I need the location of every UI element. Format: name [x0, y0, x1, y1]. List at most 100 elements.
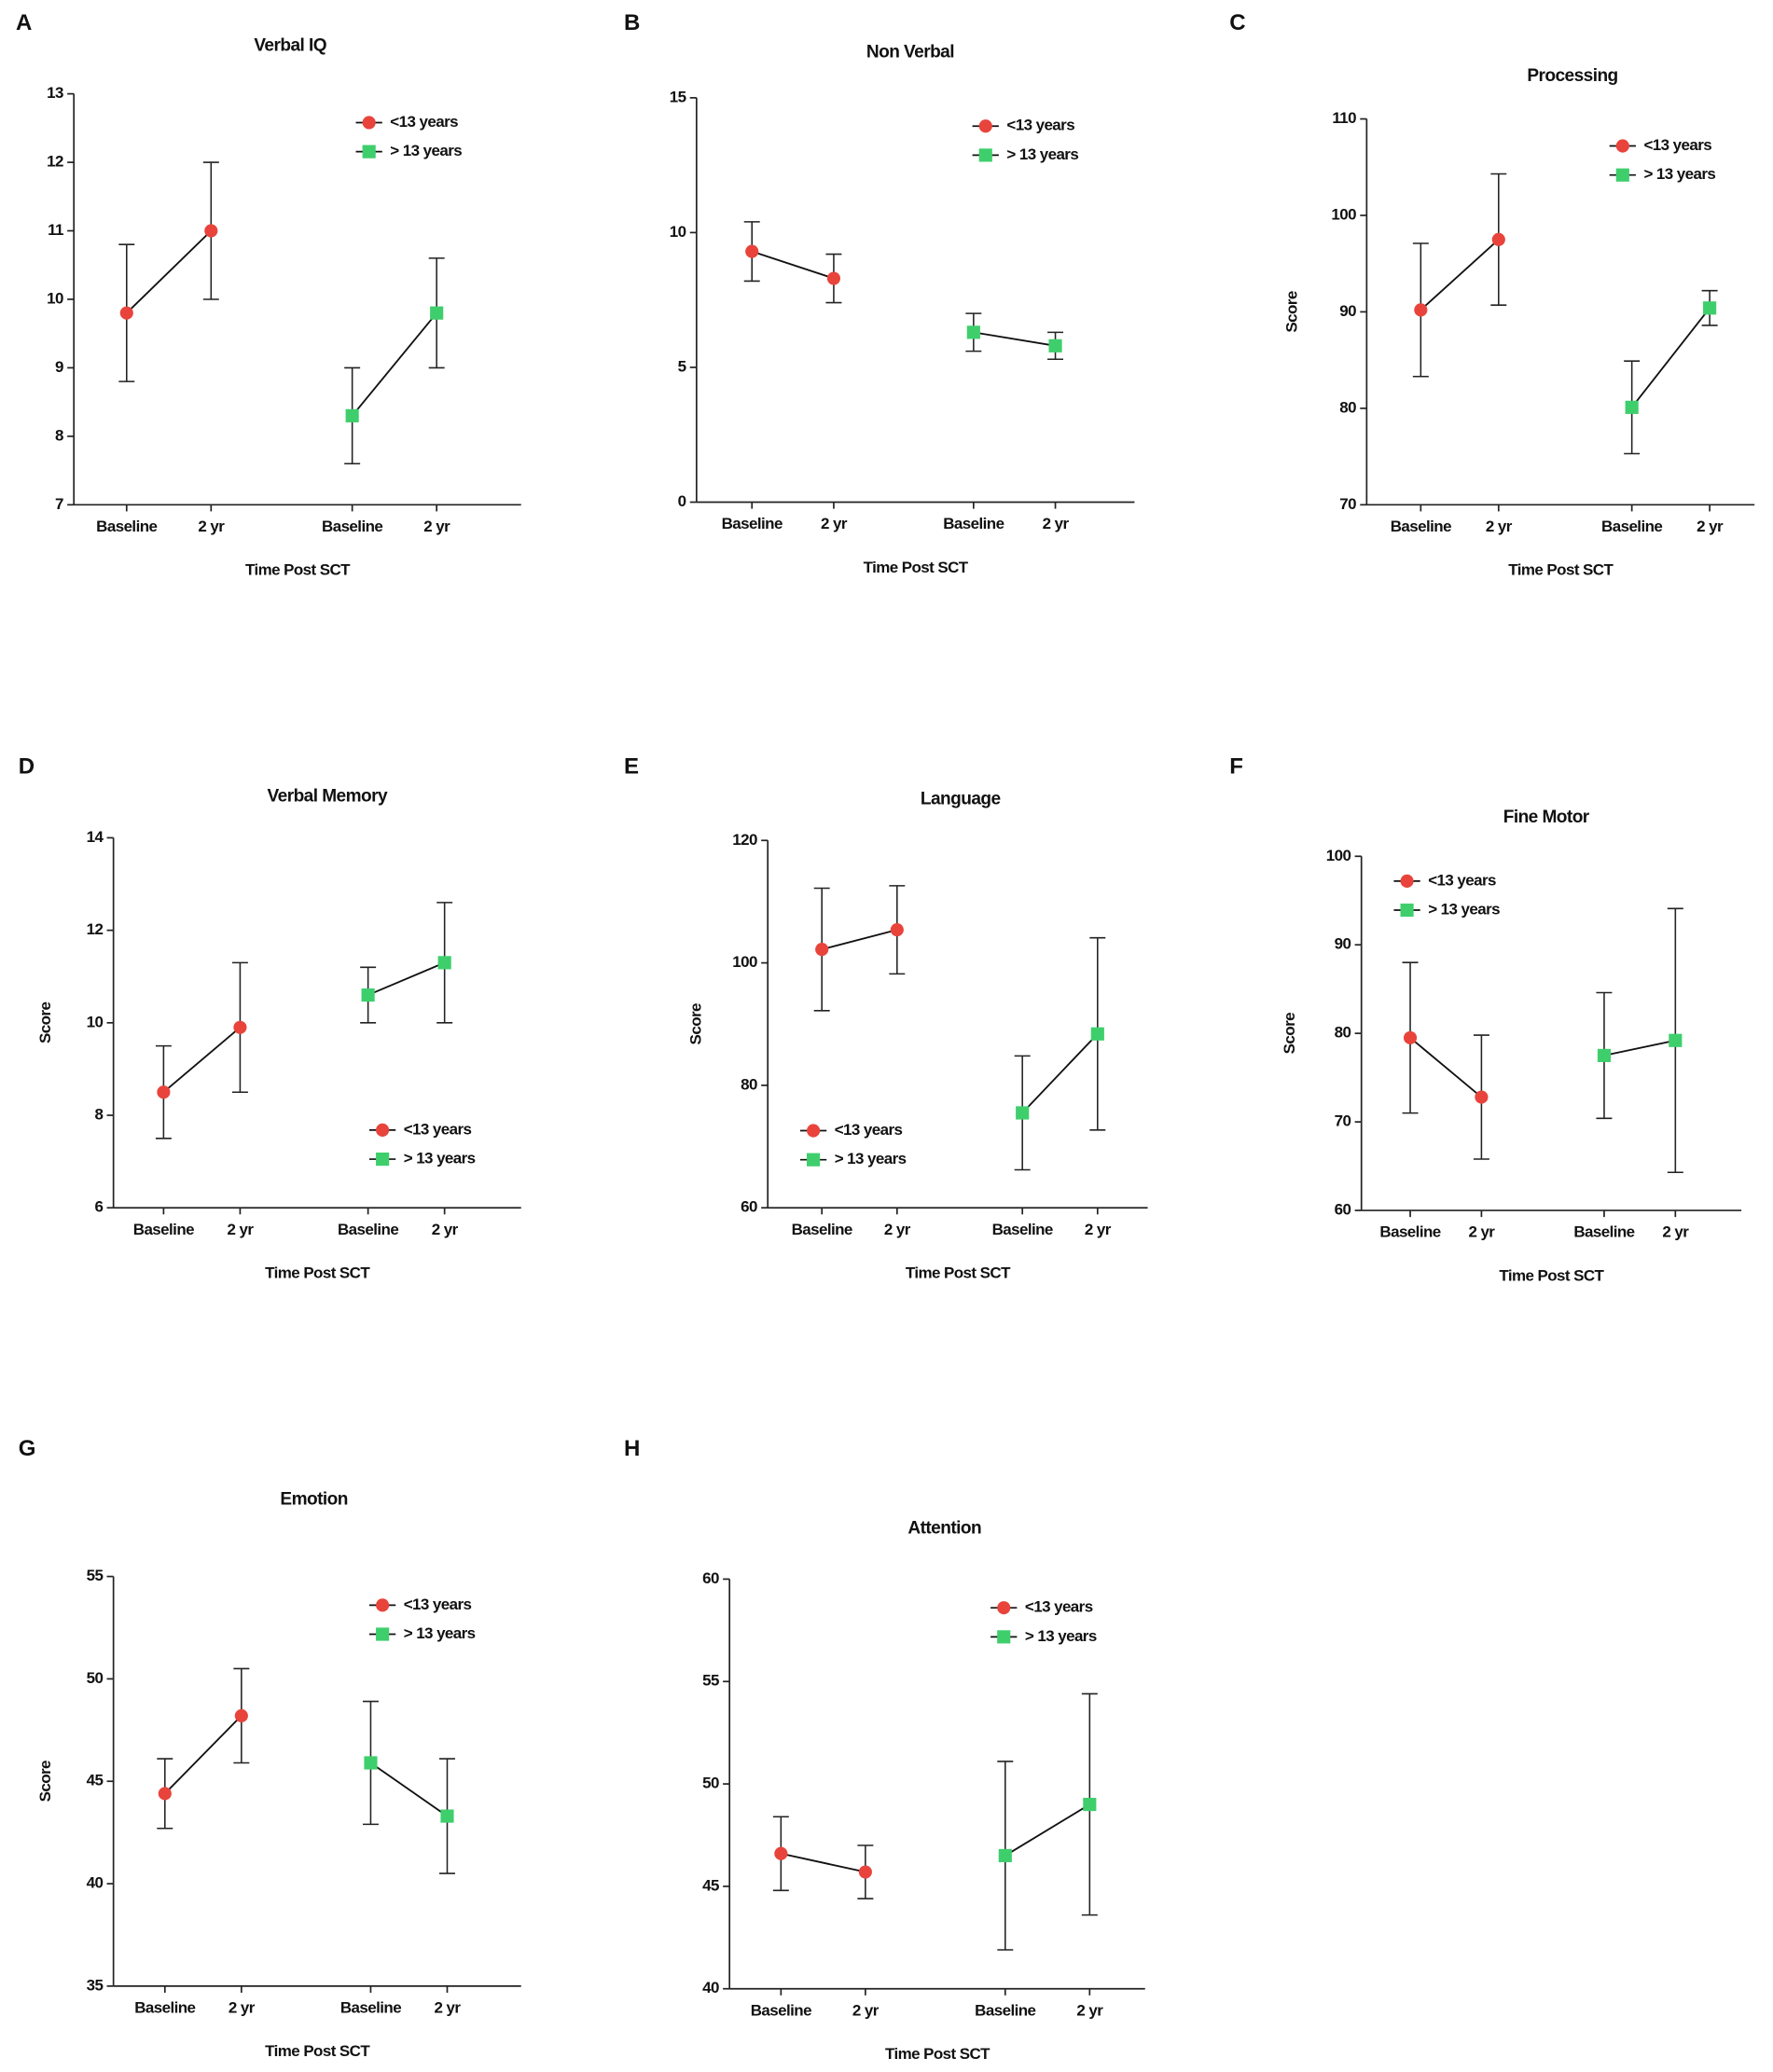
series-line — [369, 1761, 449, 1817]
legend-marker — [1400, 903, 1414, 918]
y-tick-label: 7 — [55, 495, 63, 513]
legend-label: <13 years — [1643, 136, 1711, 154]
legend-label: > 13 years — [404, 1624, 476, 1642]
point — [440, 1809, 454, 1823]
y-tick-label: 80 — [741, 1075, 757, 1093]
legend-marker — [978, 148, 992, 162]
panel-label: G — [19, 1436, 36, 1461]
y-tick-label: 60 — [702, 1569, 719, 1587]
point — [966, 325, 980, 339]
y-tick-label: 8 — [94, 1106, 103, 1124]
point — [1669, 1033, 1683, 1047]
x-tick-label: Baseline — [96, 518, 157, 535]
y-tick-label: 120 — [732, 831, 757, 849]
y-tick-label: 0 — [678, 492, 686, 510]
y-tick-label: 13 — [47, 84, 63, 102]
legend-marker — [362, 145, 376, 159]
series-line — [1420, 239, 1500, 311]
legend-label: > 13 years — [835, 1150, 907, 1167]
point — [364, 1756, 378, 1770]
point — [815, 943, 829, 957]
chart-title: Verbal IQ — [254, 36, 326, 56]
series-line — [126, 229, 212, 314]
legend-marker — [978, 119, 992, 133]
panel-label: D — [19, 754, 35, 780]
y-tick-label: 40 — [87, 1874, 104, 1892]
y-axis-label: Score — [686, 1003, 704, 1045]
x-tick-label: Baseline — [792, 1221, 852, 1238]
series-line — [1409, 1037, 1482, 1098]
x-tick-label: Baseline — [338, 1221, 398, 1238]
legend-label: <13 years — [1006, 117, 1074, 134]
point — [1016, 1106, 1030, 1120]
y-tick-label: 35 — [87, 1976, 104, 1994]
y-axis-label: Score — [1281, 1013, 1298, 1055]
point — [204, 224, 218, 238]
y-tick-label: 110 — [1332, 109, 1356, 127]
x-tick-label: Baseline — [322, 518, 382, 535]
x-tick-label: 2 yr — [821, 515, 848, 532]
y-tick-label: 12 — [87, 920, 104, 938]
point — [1414, 303, 1428, 317]
legend-marker — [376, 1152, 390, 1167]
y-tick-label: 55 — [702, 1672, 719, 1690]
y-tick-label: 80 — [1339, 398, 1356, 416]
legend-label: <13 years — [835, 1121, 903, 1139]
point — [157, 1085, 171, 1099]
point — [1491, 232, 1505, 246]
panel-label: A — [16, 10, 32, 35]
y-tick-label: 90 — [1335, 935, 1351, 953]
x-tick-label: 2 yr — [1468, 1223, 1495, 1241]
x-axis-label: Time Post SCT — [906, 1264, 1011, 1282]
point — [1083, 1797, 1097, 1812]
legend-label: <13 years — [1025, 1598, 1093, 1616]
series-line — [1603, 1039, 1676, 1057]
y-tick-label: 90 — [1339, 302, 1356, 320]
series-line — [1004, 1803, 1090, 1857]
x-axis-label: Time Post SCT — [885, 2045, 990, 2063]
y-tick-label: 45 — [87, 1772, 104, 1789]
x-tick-label: Baseline — [133, 1221, 194, 1238]
series-line — [162, 1027, 242, 1093]
legend-label: > 13 years — [1006, 145, 1078, 163]
x-tick-label: Baseline — [134, 1998, 195, 2016]
legend-marker — [997, 1601, 1011, 1615]
y-tick-label: 80 — [1335, 1024, 1351, 1042]
panel-label: E — [624, 754, 639, 780]
x-tick-label: Baseline — [722, 515, 783, 532]
legend-marker — [997, 1630, 1011, 1644]
legend-marker — [807, 1124, 821, 1138]
point — [1597, 1048, 1612, 1062]
series-line — [1021, 1033, 1099, 1114]
x-axis-label: Time Post SCT — [245, 561, 351, 579]
x-tick-label: Baseline — [1379, 1223, 1440, 1241]
x-tick-label: Baseline — [992, 1221, 1053, 1238]
y-tick-label: 50 — [702, 1775, 719, 1792]
chart-title: Processing — [1527, 66, 1617, 86]
chart-title: Emotion — [280, 1489, 347, 1509]
series-line — [781, 1852, 866, 1873]
point — [998, 1848, 1012, 1863]
legend-label: <13 years — [1428, 871, 1496, 889]
point — [1090, 1027, 1104, 1041]
y-axis-label: Score — [36, 1002, 54, 1044]
y-axis-label: Score — [1283, 291, 1301, 333]
point — [890, 923, 904, 937]
chart-title: Verbal Memory — [268, 787, 388, 807]
y-tick-label: 55 — [87, 1567, 104, 1584]
y-tick-label: 50 — [87, 1669, 104, 1687]
legend-label: > 13 years — [390, 142, 462, 159]
legend-label: > 13 years — [1025, 1627, 1097, 1645]
legend-marker — [376, 1598, 390, 1612]
legend-label: <13 years — [390, 113, 458, 131]
x-tick-label: 2 yr — [432, 1221, 459, 1238]
x-tick-label: 2 yr — [1697, 518, 1724, 535]
series-line — [164, 1715, 242, 1795]
point — [119, 306, 133, 320]
x-tick-label: 2 yr — [227, 1221, 254, 1238]
x-tick-label: 2 yr — [1076, 2001, 1103, 2019]
x-tick-label: 2 yr — [1085, 1221, 1112, 1238]
point — [1703, 301, 1717, 315]
point — [158, 1787, 172, 1801]
y-tick-label: 10 — [87, 1013, 104, 1030]
